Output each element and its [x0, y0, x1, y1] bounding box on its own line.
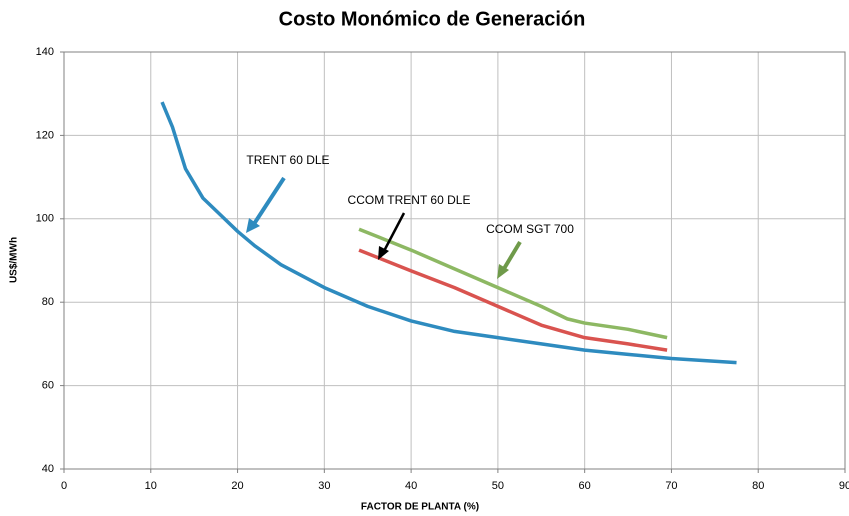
annotation: CCOM SGT 700: [486, 222, 574, 236]
y-tick-label: 140: [36, 46, 54, 58]
y-axis-label: US$/MWh: [9, 237, 20, 283]
annotation: TRENT 60 DLE: [246, 153, 329, 167]
series-line: [160, 101, 737, 365]
x-tick-label: 0: [61, 480, 67, 492]
series-line: [358, 248, 668, 352]
y-tick-label: 80: [42, 296, 54, 308]
arrow-shaft: [500, 240, 522, 274]
plot-border: [63, 51, 846, 470]
y-tick-label: 100: [36, 213, 54, 225]
chart-title: Costo Monómico de Generación: [279, 8, 586, 30]
x-tick-label: 70: [665, 480, 677, 492]
arrow-head: [378, 246, 389, 260]
arrow-head: [497, 264, 509, 279]
plot: 40 60 80 100 120 140 0 10 20 30 40 50 60 70 80 90: [36, 46, 849, 492]
x-tick-label: 30: [318, 480, 330, 492]
arrow-head: [246, 218, 260, 233]
x-tick-label: 80: [752, 480, 764, 492]
y-tick-label: 120: [36, 129, 54, 141]
arrows: [246, 176, 522, 279]
x-tick-label: 50: [492, 480, 504, 492]
x-tick-label: 20: [231, 480, 243, 492]
x-tick-label: 10: [145, 480, 157, 492]
arrow-shaft: [381, 212, 406, 254]
x-tick-label: 90: [839, 480, 849, 492]
x-tick-label: 60: [579, 480, 591, 492]
annotation: CCOM TRENT 60 DLE: [348, 193, 471, 207]
series-line: [358, 227, 668, 340]
y-tick-label: 40: [42, 463, 54, 475]
x-axis-label: FACTOR DE PLANTA (%): [361, 502, 479, 513]
y-tick-label: 60: [42, 380, 54, 392]
arrow-shaft: [250, 176, 286, 229]
x-tick-label: 40: [405, 480, 417, 492]
